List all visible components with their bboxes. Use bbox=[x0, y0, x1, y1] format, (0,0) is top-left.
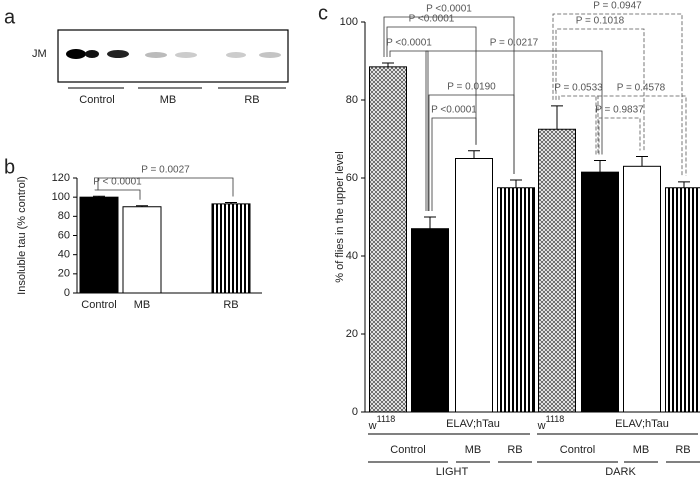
blot-group-label: RB bbox=[244, 94, 259, 106]
y-tick-label: 60 bbox=[346, 172, 358, 184]
x-tick-label: MB bbox=[134, 299, 151, 311]
x-group-label: Control bbox=[560, 444, 595, 456]
panel-label: c bbox=[318, 2, 328, 24]
bar bbox=[455, 158, 493, 413]
y-tick-label: 20 bbox=[58, 268, 70, 280]
error-bar bbox=[551, 105, 563, 130]
x-strain-label: w1118 bbox=[368, 414, 396, 432]
significance-bracket bbox=[558, 95, 599, 155]
bar bbox=[211, 203, 251, 294]
p-value: P = 0.0217 bbox=[490, 38, 539, 49]
error-bar bbox=[636, 156, 648, 167]
x-group-label: RB bbox=[507, 444, 522, 456]
significance-bracket bbox=[598, 117, 641, 155]
p-value: P <0.0001 bbox=[426, 4, 472, 15]
significance-bracket bbox=[425, 50, 603, 211]
y-tick-label: 120 bbox=[52, 172, 70, 184]
panel-label: b bbox=[4, 156, 15, 178]
x-group-label: RB bbox=[675, 444, 690, 456]
significance-bracket bbox=[555, 28, 645, 151]
y-tick-label: 0 bbox=[352, 406, 358, 418]
bar bbox=[581, 171, 619, 413]
error-bar bbox=[510, 179, 522, 188]
x-group-label: DARK bbox=[605, 466, 636, 478]
significance-bracket bbox=[428, 94, 515, 211]
p-value: P <0.0001 bbox=[386, 38, 432, 49]
error-bar bbox=[468, 150, 480, 159]
error-bar bbox=[382, 62, 394, 67]
error-bar bbox=[424, 216, 436, 229]
bar bbox=[538, 128, 576, 413]
y-axis-label: % of flies in the upper level bbox=[334, 151, 346, 282]
significance-bracket bbox=[94, 189, 141, 200]
p-value: P = 0.9837 bbox=[595, 105, 644, 116]
x-group-label: MB bbox=[465, 444, 482, 456]
bar bbox=[369, 66, 407, 413]
blot-row-label: JM bbox=[32, 48, 47, 60]
significance-bracket bbox=[595, 95, 687, 176]
error-bar bbox=[678, 181, 690, 188]
bar bbox=[497, 187, 535, 413]
significance-bracket bbox=[552, 13, 683, 176]
p-value: P = 0.1018 bbox=[576, 16, 625, 27]
y-tick-label: 80 bbox=[58, 210, 70, 222]
significance-bracket bbox=[431, 117, 477, 211]
significance-bracket bbox=[97, 177, 234, 197]
y-tick-label: 80 bbox=[346, 94, 358, 106]
p-value: P = 0.0947 bbox=[593, 1, 642, 12]
blot-bands bbox=[66, 49, 281, 59]
bar bbox=[411, 228, 449, 413]
x-group-label: MB bbox=[633, 444, 650, 456]
strain-base: w bbox=[537, 420, 546, 432]
significance-bracket bbox=[389, 50, 429, 211]
x-group-label: LIGHT bbox=[436, 466, 469, 478]
p-value: P <0.0001 bbox=[431, 105, 477, 116]
p-value: P <0.0001 bbox=[409, 14, 455, 25]
significance-bracket bbox=[386, 26, 477, 145]
strain-base: w bbox=[368, 420, 377, 432]
strain-sup: 1118 bbox=[377, 414, 396, 424]
x-group-label: ELAV;hTau bbox=[446, 418, 500, 430]
blot-group-label: Control bbox=[79, 94, 114, 106]
y-tick-label: 100 bbox=[340, 16, 358, 28]
panel-label: a bbox=[4, 6, 16, 28]
x-strain-label: w1118 bbox=[537, 414, 565, 432]
y-tick-label: 60 bbox=[58, 229, 70, 241]
p-value: P = 0.0190 bbox=[447, 82, 496, 93]
p-value: P = 0.0027 bbox=[141, 165, 190, 176]
y-tick-label: 40 bbox=[346, 250, 358, 262]
error-bar bbox=[225, 201, 237, 204]
bar bbox=[623, 165, 661, 413]
y-axis-label: Insoluble tau (% control) bbox=[16, 176, 28, 295]
blot-group-label: MB bbox=[160, 94, 177, 106]
p-value: P < 0.0001 bbox=[93, 177, 142, 188]
y-tick-label: 0 bbox=[64, 287, 70, 299]
y-tick-label: 100 bbox=[52, 191, 70, 203]
bar bbox=[79, 196, 119, 294]
p-value: P = 0.4578 bbox=[617, 83, 666, 94]
y-tick-label: 20 bbox=[346, 328, 358, 340]
error-bar bbox=[93, 195, 105, 198]
x-group-label: ELAV;hTau bbox=[615, 418, 669, 430]
p-value: P = 0.0533 bbox=[554, 83, 603, 94]
x-group-label: Control bbox=[390, 444, 425, 456]
y-tick-label: 40 bbox=[58, 249, 70, 261]
error-bar bbox=[136, 205, 148, 207]
x-tick-label: RB bbox=[223, 299, 238, 311]
x-tick-label: Control bbox=[81, 299, 116, 311]
error-bar bbox=[594, 159, 606, 173]
strain-sup: 1118 bbox=[546, 414, 565, 424]
bar bbox=[665, 187, 700, 413]
bar bbox=[122, 206, 162, 294]
